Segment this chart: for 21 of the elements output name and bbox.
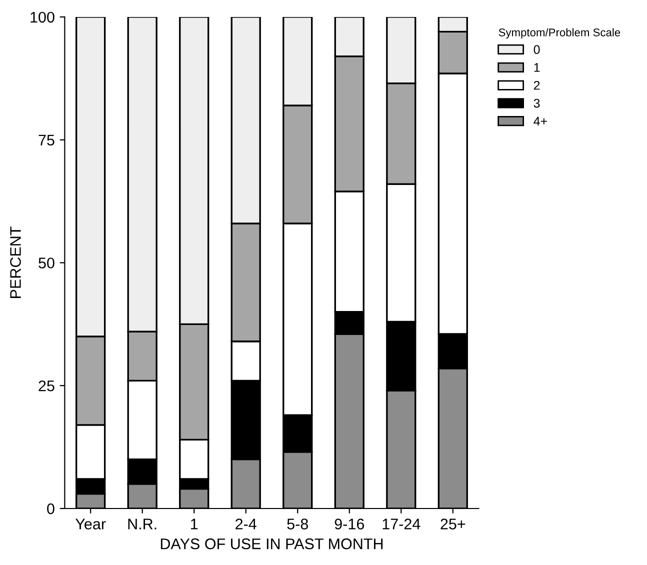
- legend-label: 2: [534, 80, 540, 90]
- legend-label: 0: [534, 45, 540, 54]
- x-tick-label: 17-24: [382, 518, 420, 530]
- y-tick-label: 100: [30, 12, 54, 23]
- x-tick-label: Year: [75, 518, 106, 530]
- legend-label: 3: [534, 98, 540, 108]
- x-axis-title: DAYS OF USE IN PAST MONTH: [160, 538, 383, 550]
- legend-label: 1: [534, 63, 540, 72]
- x-tick-label: 5-8: [287, 518, 308, 530]
- y-tick-label: 25: [38, 380, 54, 392]
- y-tick-label: 50: [38, 258, 54, 268]
- x-tick-label: 1: [191, 518, 198, 530]
- y-axis-title: PERCENT: [10, 226, 21, 298]
- y-tick-label: 0: [47, 503, 54, 514]
- x-tick-label: 2-4: [236, 518, 256, 530]
- x-tick-label: 9-16: [334, 518, 364, 530]
- legend-label: 4+: [534, 116, 547, 126]
- y-tick-label: 75: [38, 134, 54, 146]
- x-tick-label: 25+: [440, 518, 466, 530]
- legend-title: Symptom/Problem Scale: [498, 28, 620, 39]
- x-tick-label: N.R.: [128, 518, 156, 530]
